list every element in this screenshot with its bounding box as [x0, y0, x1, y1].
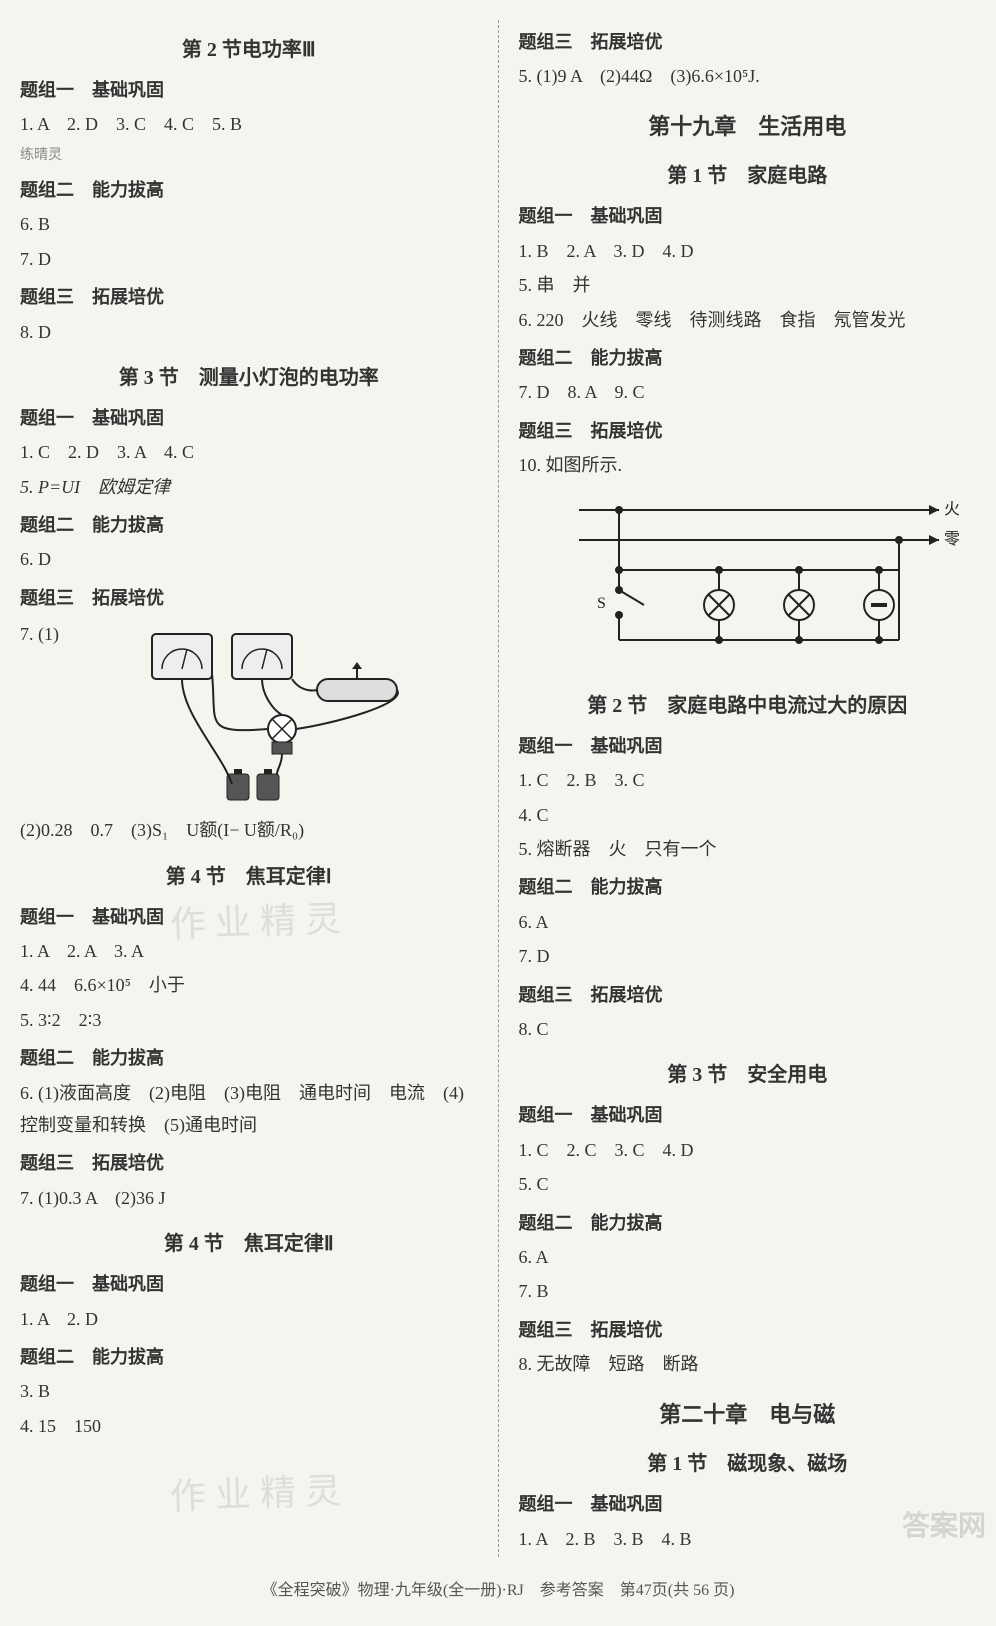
group-label: 题组一 基础巩固	[519, 1099, 977, 1131]
answer-line: 4. 44 6.6×10⁵ 小于	[20, 969, 478, 1001]
group-label: 题组二 能力拔高	[20, 174, 478, 206]
answer-line: 1. C 2. D 3. A 4. C	[20, 436, 478, 468]
group-label: 题组二 能力拔高	[20, 1042, 478, 1074]
section-title: 第 4 节 焦耳定律Ⅱ	[20, 1226, 478, 1262]
answer-line: 1. A 2. D 3. C 4. C 5. B	[20, 108, 478, 140]
answer-line: 6. 220 火线 零线 待测线路 食指 氖管发光	[519, 304, 977, 336]
section-title: 第 4 节 焦耳定律Ⅰ	[20, 859, 478, 895]
section-title: 第 3 节 测量小灯泡的电功率	[20, 360, 478, 396]
group-label: 题组一 基础巩固	[519, 730, 977, 762]
answer-line: 6. A	[519, 1241, 977, 1273]
group-label: 题组三 拓展培优	[20, 1147, 478, 1179]
answer-line: 7. B	[519, 1275, 977, 1307]
answer-line: 10. 如图所示.	[519, 449, 977, 481]
answer-line: 8. 无故障 短路 断路	[519, 1348, 977, 1380]
section-title: 第 1 节 磁现象、磁场	[519, 1446, 977, 1482]
answer-line: 5. P=UI 欧姆定律	[20, 471, 478, 503]
answer-line: 5. (1)9 A (2)44Ω (3)6.6×10⁵J.	[519, 60, 977, 92]
circuit-label-neutral: 零线	[944, 530, 959, 548]
circuit-diagram: 火线 零线 S	[559, 490, 959, 660]
answer-line: 1. A 2. A 3. A	[20, 935, 478, 967]
group-label: 题组二 能力拔高	[20, 1341, 478, 1373]
group-label: 题组二 能力拔高	[20, 509, 478, 541]
answer-line: 8. D	[20, 316, 478, 348]
answer-line: 1. B 2. A 3. D 4. D	[519, 235, 977, 267]
group-label: 题组二 能力拔高	[519, 1207, 977, 1239]
answer-line: 7. D	[519, 940, 977, 972]
corner-watermark: 答案网	[902, 1502, 986, 1552]
answer-line: 7. (1)	[20, 618, 59, 650]
answer-line: 7. D	[20, 243, 478, 275]
group-label: 题组三 拓展培优	[519, 26, 977, 58]
answer-line: 5. 串 并	[519, 269, 977, 301]
group-label: 题组一 基础巩固	[20, 402, 478, 434]
answer-line: 5. C	[519, 1168, 977, 1200]
answer-line: (2)0.28 0.7 (3)S₁ U额(I− U额/R₀)	[20, 814, 478, 846]
group-label: 题组三 拓展培优	[20, 582, 478, 614]
circuit-label-fire: 火线	[944, 500, 959, 518]
answer-line: 6. D	[20, 543, 478, 575]
answer-line: 4. C	[519, 799, 977, 831]
answer-line: 1. C 2. B 3. C	[519, 764, 977, 796]
section-title: 第 2 节 家庭电路中电流过大的原因	[519, 688, 977, 724]
answer-line: 8. C	[519, 1013, 977, 1045]
right-column: 题组三 拓展培优 5. (1)9 A (2)44Ω (3)6.6×10⁵J. 第…	[499, 20, 996, 1557]
small-note: 练晴灵	[20, 143, 478, 168]
group-label: 题组三 拓展培优	[519, 979, 977, 1011]
answer-line: 5. 3∶2 2∶3	[20, 1004, 478, 1036]
answer-line: 1. C 2. C 3. C 4. D	[519, 1134, 977, 1166]
group-label: 题组二 能力拔高	[519, 871, 977, 903]
answer-line: 4. 15 150	[20, 1410, 478, 1442]
left-column: 第 2 节电功率Ⅲ 题组一 基础巩固 1. A 2. D 3. C 4. C 5…	[0, 20, 499, 1557]
chapter-title: 第十九章 生活用电	[519, 107, 977, 147]
answer-line: 1. A 2. D	[20, 1303, 478, 1335]
group-label: 题组一 基础巩固	[519, 200, 977, 232]
group-label: 题组一 基础巩固	[20, 1268, 478, 1300]
section-title: 第 1 节 家庭电路	[519, 158, 977, 194]
group-label: 题组三 拓展培优	[519, 1314, 977, 1346]
answer-line: 6. A	[519, 906, 977, 938]
group-label: 题组三 拓展培优	[519, 415, 977, 447]
group-label: 题组二 能力拔高	[519, 342, 977, 374]
chapter-title: 第二十章 电与磁	[519, 1395, 977, 1435]
group-label: 题组一 基础巩固	[20, 74, 478, 106]
answer-line: 6. B	[20, 208, 478, 240]
answer-line: 7. D 8. A 9. C	[519, 376, 977, 408]
section-title: 第 3 节 安全用电	[519, 1057, 977, 1093]
answer-line: 6. (1)液面高度 (2)电阻 (3)电阻 通电时间 电流 (4)控制变量和转…	[20, 1077, 478, 1142]
circuit-label-switch: S	[597, 595, 606, 612]
page-footer: 《全程突破》物理·九年级(全一册)·RJ 参考答案 第47页(共 56 页)	[0, 1577, 996, 1606]
experiment-diagram	[132, 624, 412, 804]
section-title: 第 2 节电功率Ⅲ	[20, 32, 478, 68]
answer-line: 3. B	[20, 1375, 478, 1407]
group-label: 题组一 基础巩固	[20, 901, 478, 933]
answer-line: 5. 熔断器 火 只有一个	[519, 833, 977, 865]
group-label: 题组三 拓展培优	[20, 281, 478, 313]
answer-line: 7. (1)0.3 A (2)36 J	[20, 1182, 478, 1214]
